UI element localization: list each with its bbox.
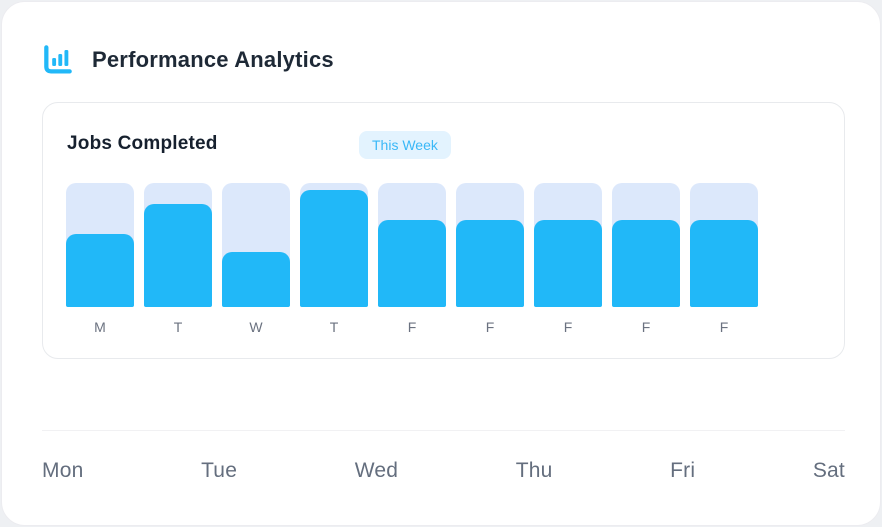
day-label: Fri [670,459,696,482]
bar-column: F [378,183,446,335]
bar-fill[interactable] [456,220,524,307]
bar-fill[interactable] [222,252,290,307]
bar-label: T [173,319,183,335]
day-label: Tue [201,459,238,482]
period-badge[interactable]: This Week [359,131,451,159]
bar-track [66,183,134,307]
day-label: Sat [812,459,845,482]
card-title: Jobs Completed [67,133,218,154]
bar-column: T [144,183,212,335]
day-label: Mon [42,459,84,482]
bar-fill[interactable] [612,220,680,307]
bar-track [300,183,368,307]
bar-fill[interactable] [378,220,446,307]
bar-column: F [612,183,680,335]
page-title: Performance Analytics [92,47,334,72]
bar-track [378,183,446,307]
bar-fill[interactable] [144,204,212,307]
bar-fill[interactable] [300,190,368,307]
bar-label: F [407,319,417,335]
bar-track [222,183,290,307]
card-header: Jobs Completed This Week [67,131,820,159]
bar-fill[interactable] [690,220,758,307]
week-days-row: Mon Tue Wed Thu Fri Sat [42,459,845,483]
bar-column: F [456,183,524,335]
bar-column: F [534,183,602,335]
bar-track [612,183,680,307]
bar-column: M [66,183,134,335]
bar-track [456,183,524,307]
bar-label: F [485,319,495,335]
bar-fill[interactable] [66,233,134,307]
app-header: Performance Analytics [40,44,334,76]
bar-column: T [300,183,368,335]
day-label: Wed [354,459,399,482]
bar-column: W [222,183,290,335]
section-divider [42,430,845,431]
bar-fill[interactable] [534,220,602,307]
bar-column: F [690,183,758,335]
bar-label: M [94,319,106,335]
day-label: Thu [515,459,553,482]
bar-label: F [719,319,729,335]
bar-track [144,183,212,307]
bar-label: W [249,319,263,335]
bar-chart-icon [40,44,74,76]
bar-label: F [563,319,573,335]
bar-track [690,183,758,307]
bar-label: F [641,319,651,335]
bar-track [534,183,602,307]
bar-label: T [329,319,339,335]
jobs-completed-card: Jobs Completed This Week M T W T F F F F F [42,102,845,359]
